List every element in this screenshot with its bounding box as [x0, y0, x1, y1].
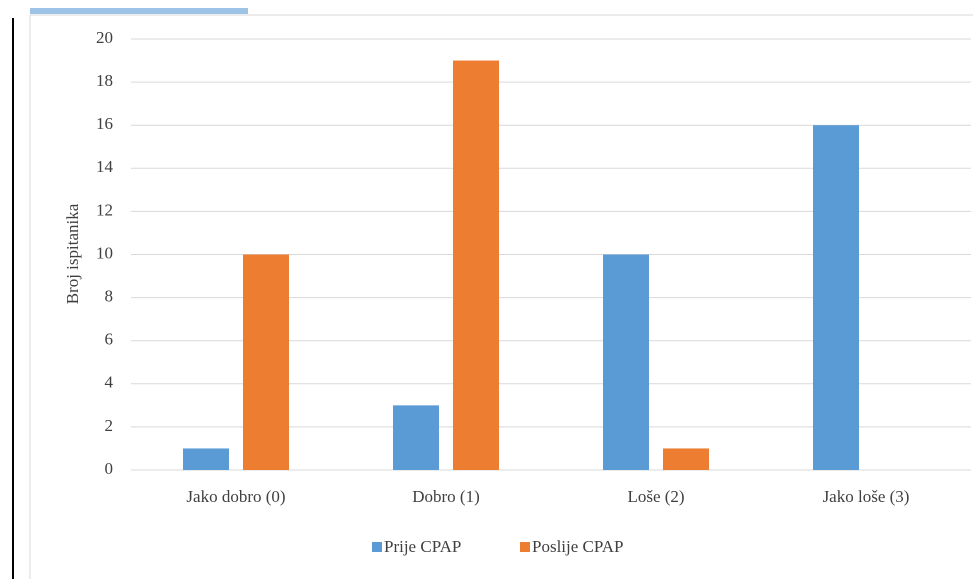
- y-tick-label: 10: [96, 243, 113, 262]
- y-tick-label: 4: [105, 373, 114, 392]
- y-tick-label: 12: [96, 200, 113, 219]
- x-tick-label: Loše (2): [627, 487, 684, 506]
- bar: [393, 405, 439, 470]
- y-axis-label: Broj ispitanika: [63, 203, 82, 304]
- x-tick-label: Jako loše (3): [823, 487, 910, 506]
- y-tick-label: 14: [96, 157, 114, 176]
- legend-label: Prije CPAP: [384, 537, 461, 556]
- bar: [603, 254, 649, 470]
- y-tick-label: 2: [105, 416, 114, 435]
- y-tick-label: 0: [105, 459, 114, 478]
- bar: [453, 60, 499, 471]
- y-tick-label: 8: [105, 287, 114, 306]
- bar: [663, 448, 709, 470]
- bar: [813, 125, 859, 470]
- legend-swatch: [372, 542, 382, 552]
- bar: [183, 448, 229, 470]
- x-tick-label: Dobro (1): [412, 487, 480, 506]
- y-tick-label: 20: [96, 28, 113, 47]
- legend-label: Poslije CPAP: [532, 537, 624, 556]
- y-tick-label: 16: [96, 114, 113, 133]
- x-tick-label: Jako dobro (0): [186, 487, 285, 506]
- bar: [243, 254, 289, 470]
- decoration: [30, 8, 248, 14]
- y-tick-label: 18: [96, 71, 113, 90]
- legend-swatch: [520, 542, 530, 552]
- y-tick-label: 6: [105, 330, 114, 349]
